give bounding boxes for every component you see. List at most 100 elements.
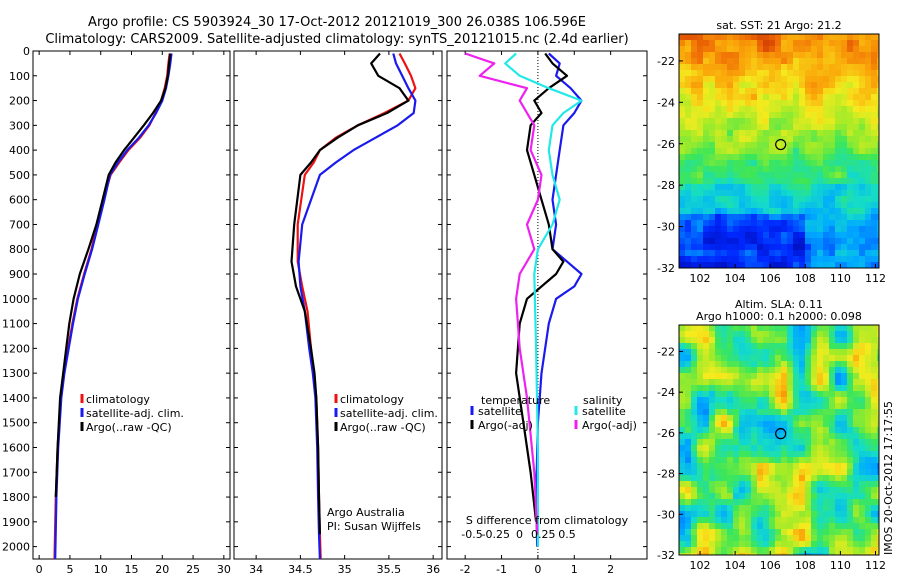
diff-legend-salinity-title: salinity <box>583 394 623 407</box>
figure-title-line1: Argo profile: CS 5903924_30 17-Oct-2012 … <box>88 15 586 30</box>
temperature-xtick-label: 25 <box>186 563 200 576</box>
sst-map-title: sat. SST: 21 Argo: 21.2 <box>716 19 841 32</box>
depth-tick-label: 300 <box>9 119 30 132</box>
depth-tick-label: 1800 <box>2 491 30 504</box>
sla-map-subtitle: Argo h1000: 0.1 h2000: 0.098 <box>696 310 862 323</box>
sst-map-frame <box>678 33 880 269</box>
difference-xtick-label: 2 <box>607 563 614 576</box>
temperature-panel: 0100200300400500600700800900100011001200… <box>2 45 231 580</box>
temperature-series-group <box>53 53 173 559</box>
temperature-legend-label: satellite-adj. clim. <box>86 407 184 420</box>
temperature-axes-frame <box>32 50 231 560</box>
sla-map-xtick-label: 104 <box>725 559 746 572</box>
temperature-series-argo-raw-qc- <box>54 53 172 498</box>
diff-salinity-tick-label: 0 <box>516 528 523 541</box>
sla-map-xtick-label: 108 <box>795 559 816 572</box>
salinity-xlabel: salinity <box>318 578 358 580</box>
sla-map-ytick-label: -22 <box>657 345 675 358</box>
temperature-legend-label: Argo(..raw -QC) <box>86 421 172 434</box>
difference-series-temperature-argo-adj- <box>514 52 569 522</box>
difference-series-salinity-argo-adj- <box>464 52 543 535</box>
difference-xtick-label: -2 <box>460 563 471 576</box>
sla-map-xtick-label: 112 <box>865 559 886 572</box>
depth-tick-label: 500 <box>9 169 30 182</box>
sla-map-ytick-label: -30 <box>657 508 675 521</box>
depth-tick-label: 1300 <box>2 367 30 380</box>
diff-salinity-tick-label: 0.5 <box>558 528 576 541</box>
depth-tick-label: 1500 <box>2 417 30 430</box>
salinity-xtick-label: 36 <box>426 563 440 576</box>
sst-map-ytick-label: -26 <box>657 138 675 151</box>
sst-map-ytick-label: -32 <box>657 262 675 275</box>
diff-salinity-tick-label: -0.25 <box>482 528 510 541</box>
sst-map-xtick-label: 112 <box>865 272 886 285</box>
salinity-xtick-label: 34 <box>249 563 263 576</box>
salinity-legend-label: satellite-adj. clim. <box>340 407 438 420</box>
diff-legend-label: Argo(-adj) <box>582 419 637 432</box>
sst-map-ytick-label: -22 <box>657 55 675 68</box>
sla-map-xtick-label: 106 <box>760 559 781 572</box>
depth-tick-label: 1200 <box>2 342 30 355</box>
difference-xtick-label: -1 <box>496 563 507 576</box>
sla-map-ytick-label: -26 <box>657 427 675 440</box>
difference-axes-frame <box>446 50 648 560</box>
depth-tick-label: 200 <box>9 95 30 108</box>
salinity-panel: 34 34.5 35 35.5 36 salinity climatologysatelli… <box>233 50 443 580</box>
depth-tick-label: 1700 <box>2 466 30 479</box>
temperature-xtick-label: 30 <box>217 563 231 576</box>
sla-map-argo-position-marker <box>775 428 787 440</box>
temperature-xtick-label: 15 <box>125 563 139 576</box>
diff-legend-temperature-title: temperature <box>481 394 550 407</box>
sst-map-xtick-label: 106 <box>760 272 781 285</box>
depth-tick-label: 400 <box>9 144 30 157</box>
salinity-xtick-label: 34.5 <box>288 563 313 576</box>
diff-legend-label: Argo(-adj) <box>478 419 533 432</box>
difference-panel: -2 -1 0 1 2 T difference from climatology temp… <box>446 50 648 580</box>
temperature-xtick-label: 0 <box>36 563 43 576</box>
temperature-xtick-label: 10 <box>94 563 108 576</box>
sst-map-argo-position-marker <box>775 138 787 151</box>
salinity-legend-label: climatology <box>340 393 404 406</box>
depth-tick-label: 800 <box>9 243 30 256</box>
sst-map-ytick-label: -24 <box>657 96 675 109</box>
temperature-xtick-label: 5 <box>66 563 73 576</box>
imos-stamp: IMOS 20-Oct-2012 17:17:55 <box>882 401 895 555</box>
difference-xtick-label: 0 <box>534 563 541 576</box>
sst-map-xtick-label: 110 <box>830 272 851 285</box>
salinity-xtick-label: 35 <box>338 563 352 576</box>
depth-tick-label: 100 <box>9 70 30 83</box>
sst-map-ytick-label: -30 <box>657 221 675 234</box>
sla-map-xtick-label: 102 <box>690 559 711 572</box>
diff-legend-label: satellite <box>478 405 522 418</box>
diff-legend-label: satellite <box>582 405 626 418</box>
figure-title-line2: Climatology: CARS2009. Satellite-adjuste… <box>45 32 628 47</box>
credit-org: Argo Australia <box>327 506 405 519</box>
diff-salinity-tick-label: 0.25 <box>531 528 556 541</box>
sla-map-ytick-label: -28 <box>657 468 675 481</box>
sla-map-frame <box>678 324 880 556</box>
depth-tick-label: 0 <box>23 45 30 58</box>
depth-tick-label: 1100 <box>2 318 30 331</box>
sla-map-title: Altim. SLA: 0.11 <box>735 298 823 311</box>
sla-map-ytick-label: -24 <box>657 386 675 399</box>
sst-map-panel: 102 104 106 108 110 112 -22 -24 -26 -28 -30 -32 sat.… <box>657 19 886 285</box>
diff-xlabel-salinity: S difference from climatology <box>466 514 629 527</box>
sst-map-xtick-label: 108 <box>795 272 816 285</box>
depth-tick-label: 600 <box>9 194 30 207</box>
temperature-xlabel: temperature (deg C) <box>75 578 188 580</box>
salinity-axes-frame <box>233 50 443 560</box>
salinity-series-argo-raw-qc- <box>290 52 410 535</box>
diff-salinity-tick-label: -0.5 <box>461 528 482 541</box>
depth-tick-label: 1000 <box>2 293 30 306</box>
difference-xlabel: T difference from climatology <box>465 578 628 580</box>
depth-tick-label: 1600 <box>2 441 30 454</box>
difference-series-salinity-satellite <box>504 52 583 547</box>
sla-map-panel: 102 104 106 108 110 112 -22 -24 -26 -28 -30 -32 Alti… <box>657 298 886 572</box>
temperature-legend-label: climatology <box>86 393 150 406</box>
temperature-xtick-label: 20 <box>155 563 169 576</box>
salinity-series-group <box>290 52 417 559</box>
sst-map-xtick-label: 102 <box>690 272 711 285</box>
sst-map-field <box>679 34 880 269</box>
depth-tick-label: 1400 <box>2 392 30 405</box>
